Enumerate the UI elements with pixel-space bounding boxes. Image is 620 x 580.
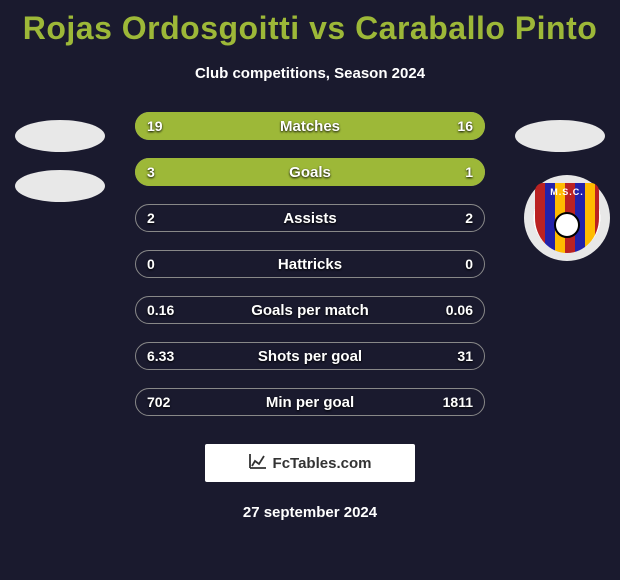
date: 27 september 2024 [243, 504, 377, 521]
comparison-card: Rojas Ordosgoitti vs Caraballo Pinto Clu… [0, 0, 620, 580]
stat-row: 6.33Shots per goal31 [135, 342, 485, 370]
subtitle: Club competitions, Season 2024 [195, 65, 425, 82]
stat-value-right: 1 [465, 164, 473, 180]
stats-area: 19Matches16 3Goals1 2Assists2 0Hattricks0 0.… [0, 112, 620, 416]
stat-value-right: 0.06 [446, 302, 473, 318]
stat-row: 3Goals1 [135, 158, 485, 186]
stat-row: 702Min per goal1811 [135, 388, 485, 416]
stat-label: Min per goal [135, 394, 485, 411]
brand-text: FcTables.com [273, 455, 372, 472]
stat-label: Shots per goal [135, 348, 485, 365]
stat-row: 0Hattricks0 [135, 250, 485, 278]
stat-label: Hattricks [135, 256, 485, 273]
stat-row: 0.16Goals per match0.06 [135, 296, 485, 324]
stat-row: 2Assists2 [135, 204, 485, 232]
title: Rojas Ordosgoitti vs Caraballo Pinto [23, 10, 598, 47]
chart-icon [249, 453, 267, 474]
stat-label: Goals per match [135, 302, 485, 319]
stat-value-right: 16 [457, 118, 473, 134]
stat-value-right: 0 [465, 256, 473, 272]
stat-value-right: 31 [457, 348, 473, 364]
stat-value-right: 2 [465, 210, 473, 226]
brand-logo[interactable]: FcTables.com [205, 444, 415, 482]
stat-value-right: 1811 [443, 394, 473, 410]
stat-label: Matches [135, 118, 485, 135]
stat-label: Goals [135, 164, 485, 181]
stat-label: Assists [135, 210, 485, 227]
stat-row: 19Matches16 [135, 112, 485, 140]
